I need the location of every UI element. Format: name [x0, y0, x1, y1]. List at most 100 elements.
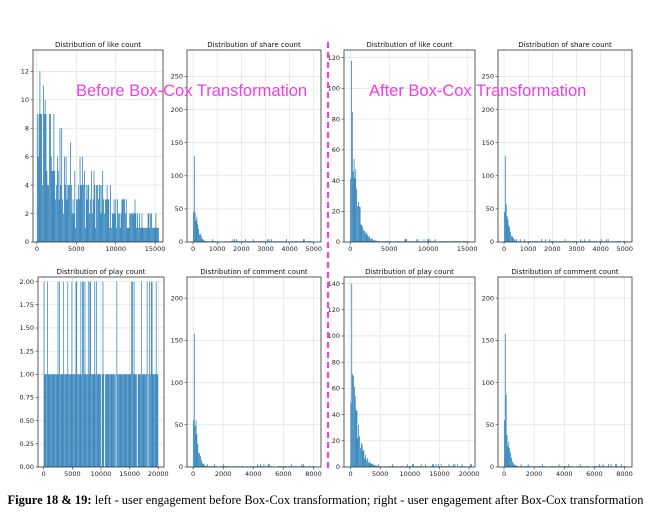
histogram-bar — [111, 227, 112, 242]
histogram-bar — [54, 374, 56, 467]
histogram-bar — [137, 374, 139, 467]
y-tick-label: 100 — [328, 332, 340, 340]
histogram-bar — [139, 213, 140, 242]
histogram-bar — [155, 374, 156, 467]
x-tick-label: 5000 — [372, 470, 389, 478]
histogram-bar — [370, 238, 371, 242]
histogram-bar — [504, 333, 506, 467]
histogram-bar — [511, 236, 513, 242]
histogram-bar — [132, 281, 133, 467]
histogram-bar — [60, 374, 61, 467]
histogram-bar — [36, 114, 38, 242]
after-transformation-label: After Box-Cox Transformation — [369, 82, 586, 100]
histogram-bar — [212, 239, 214, 242]
histogram-bar — [110, 374, 112, 467]
histogram-bar — [47, 185, 49, 242]
histogram-bar — [122, 199, 124, 242]
histogram-bar — [363, 450, 365, 467]
histogram-bar — [198, 452, 200, 467]
histogram-bar — [515, 465, 517, 467]
y-tick-label: 40 — [332, 411, 340, 419]
histogram-bar — [509, 226, 511, 242]
histogram-bar — [96, 281, 97, 467]
histogram-bar — [199, 234, 200, 242]
histogram-bar — [358, 206, 360, 242]
histogram-bar — [405, 239, 407, 242]
histogram-bar — [92, 374, 94, 467]
y-tick-label: 8 — [25, 124, 29, 132]
histogram-bar — [136, 227, 138, 242]
histogram-bar — [46, 170, 48, 242]
histogram-bar — [196, 434, 198, 467]
histogram-bar — [50, 114, 51, 242]
x-tick-label: 20000 — [148, 470, 169, 478]
histogram-bar — [143, 227, 145, 242]
histogram-bar — [58, 374, 60, 467]
histogram-bar — [516, 239, 518, 242]
histogram-bar — [514, 240, 516, 242]
histogram-bar — [82, 156, 84, 242]
histogram-bar — [205, 465, 207, 467]
histogram-bar — [102, 170, 104, 242]
histogram-bar — [541, 464, 543, 467]
x-tick-label: 6000 — [586, 470, 603, 478]
histogram-bar — [363, 230, 364, 242]
histogram-bar — [420, 464, 422, 467]
x-tick-label: 15000 — [119, 470, 140, 478]
x-tick-label: 2000 — [215, 470, 232, 478]
histogram-bar — [42, 185, 43, 242]
histogram-bar — [89, 281, 91, 467]
plot-area — [498, 277, 632, 467]
histogram-bar — [136, 374, 137, 467]
histogram-bar — [110, 185, 111, 242]
histogram-bar — [57, 156, 58, 242]
histogram-bar — [84, 227, 86, 242]
y-tick-label: 20 — [332, 207, 340, 215]
histogram-bar — [48, 374, 50, 467]
histogram-bar — [110, 374, 111, 467]
histogram-bar — [266, 239, 268, 242]
histogram-bar — [65, 374, 67, 467]
histogram-bar — [100, 374, 101, 467]
histogram-bar — [417, 239, 419, 242]
histogram-bar — [356, 188, 357, 242]
histogram-bar — [378, 464, 380, 467]
histogram-bar — [271, 239, 273, 242]
histogram-bar — [119, 374, 121, 467]
histogram-bar — [109, 374, 110, 467]
histogram-bar — [367, 458, 368, 467]
histogram-bar — [374, 465, 376, 467]
histogram-bar — [45, 374, 47, 467]
histogram-bar — [427, 239, 428, 242]
histogram-bar — [99, 185, 101, 242]
histogram-bar — [470, 464, 472, 467]
histogram-bar — [440, 464, 442, 467]
histogram-bar — [134, 199, 136, 242]
histogram-bar — [615, 464, 616, 467]
histogram-bar — [79, 156, 81, 242]
histogram-bar — [87, 374, 88, 467]
histogram-bar — [368, 237, 370, 242]
histogram-bar — [377, 466, 379, 467]
histogram-bar — [61, 128, 63, 242]
x-tick-label: 5000 — [305, 245, 322, 253]
x-tick-label: 10000 — [91, 470, 112, 478]
histogram-bar — [131, 213, 132, 242]
histogram-bar — [438, 464, 439, 467]
histogram-bar — [372, 240, 374, 242]
histogram-bar — [517, 466, 518, 467]
histogram-bar — [508, 442, 510, 467]
histogram-bar — [234, 239, 236, 242]
histogram-bar — [83, 281, 84, 467]
histogram-bar — [117, 199, 118, 242]
histogram-bar — [50, 156, 52, 242]
histogram-bar — [558, 464, 560, 467]
histogram-bar — [67, 185, 69, 242]
histogram-bar — [514, 464, 516, 467]
x-tick-label: 0 — [42, 470, 46, 478]
histogram-bar — [152, 227, 153, 242]
histogram-bar — [146, 374, 147, 467]
